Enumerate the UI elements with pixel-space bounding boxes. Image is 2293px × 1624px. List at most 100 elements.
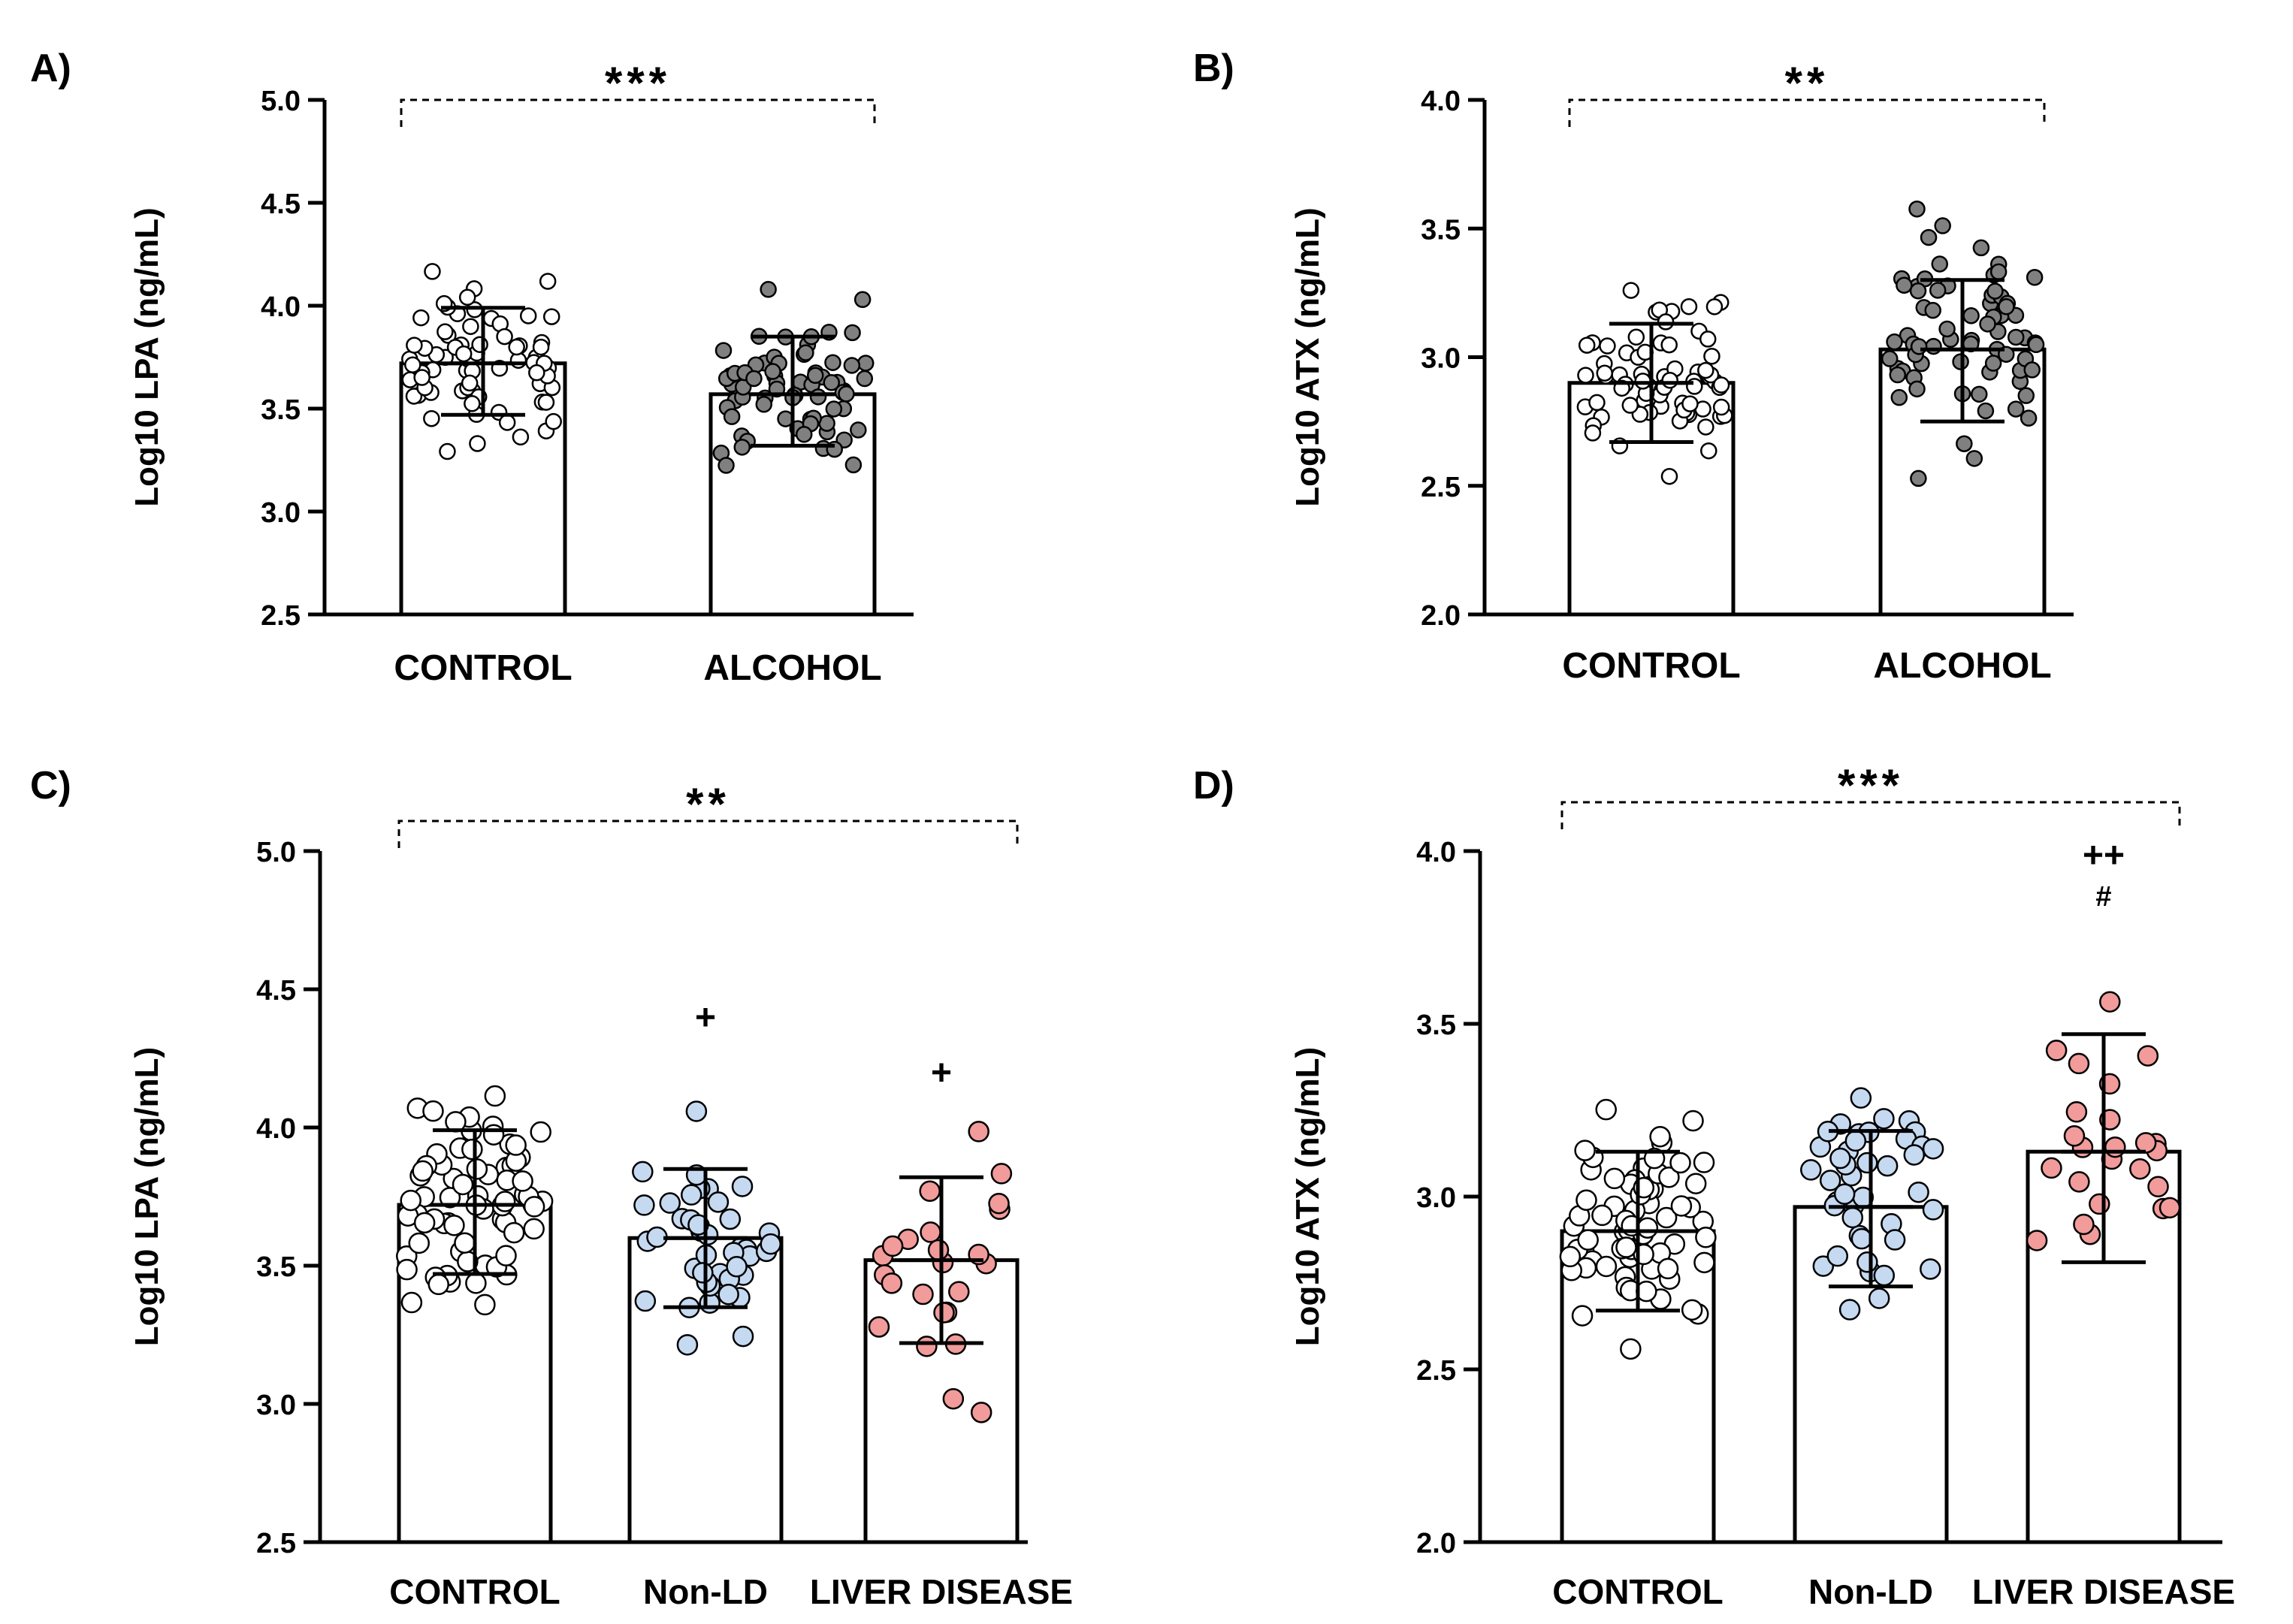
data-point — [1838, 1299, 1861, 1321]
data-point — [519, 307, 537, 324]
data-point — [1682, 1109, 1704, 1132]
data-point — [461, 1138, 483, 1161]
data-point — [1925, 337, 1942, 355]
data-point — [1627, 328, 1645, 346]
data-point — [1812, 1255, 1835, 1277]
data-points-non-ld — [632, 1100, 782, 1356]
data-point — [1841, 1206, 1864, 1229]
y-axis-label: Log10 LPA (ng/mL) — [128, 1047, 165, 1346]
data-point — [745, 370, 763, 388]
data-point — [843, 357, 861, 374]
data-point — [853, 291, 872, 309]
data-point — [412, 1160, 434, 1182]
y-tick-label: 3.0 — [256, 1390, 296, 1421]
data-point — [1693, 1251, 1715, 1274]
data-point — [1850, 1227, 1873, 1250]
data-point — [412, 309, 430, 327]
data-point — [881, 1272, 903, 1294]
data-point — [2020, 409, 2038, 427]
data-point — [1938, 320, 1956, 338]
data-point — [1922, 1199, 1944, 1221]
data-point — [1962, 307, 1980, 324]
data-point — [408, 1232, 430, 1254]
data-point — [423, 409, 440, 427]
data-point — [462, 318, 479, 335]
data-point — [508, 338, 525, 356]
y-tick-label: 4.0 — [261, 291, 301, 323]
panel-a: A) 2.5 3.0 3.5 4.0 4.5 5.0 Log10 LPA (ng/mL) CON… — [30, 47, 914, 688]
data-point — [632, 1161, 654, 1183]
data-point — [422, 1100, 444, 1122]
data-point — [723, 408, 741, 425]
data-point — [680, 1184, 702, 1206]
data-point — [764, 363, 781, 380]
data-point — [471, 336, 488, 353]
y-tick-label: 4.0 — [1416, 837, 1456, 868]
data-point — [1575, 1189, 1597, 1211]
data-point — [1965, 450, 1983, 467]
data-point — [1856, 1251, 1878, 1273]
data-point — [1588, 394, 1606, 412]
data-point — [856, 355, 875, 372]
data-point — [760, 1233, 782, 1255]
data-point — [512, 428, 530, 446]
data-point — [1599, 337, 1616, 355]
data-point — [1595, 1098, 1617, 1121]
data-point — [797, 344, 814, 361]
data-point — [1924, 301, 1941, 319]
data-point — [1684, 1173, 1707, 1194]
data-point — [1920, 228, 1938, 246]
y-tick-label: 2.5 — [261, 600, 301, 632]
data-point — [850, 421, 867, 439]
data-point — [1889, 366, 1906, 384]
data-point — [1649, 1125, 1671, 1148]
data-point — [2134, 1132, 2157, 1154]
data-point — [732, 1325, 754, 1348]
significance-mark: ++ — [2083, 835, 2125, 875]
data-point — [413, 1212, 436, 1234]
significance-bracket — [397, 820, 1019, 848]
data-point — [1615, 1236, 1637, 1258]
data-point — [927, 1239, 950, 1261]
data-point — [1890, 388, 1908, 406]
data-point — [523, 1218, 545, 1240]
data-point — [2099, 991, 2121, 1013]
data-point — [1620, 1338, 1642, 1360]
data-point — [1850, 1087, 1872, 1109]
panel-d: D) 2.0 2.5 3.0 3.5 4.0 Log10 ATX (ng/mL) CONTRO… — [1193, 760, 2235, 1611]
data-point — [464, 395, 481, 412]
data-point — [2007, 328, 2025, 346]
y-tick-label: 3.5 — [256, 1251, 296, 1283]
data-point — [404, 356, 421, 373]
data-point — [856, 370, 874, 388]
data-point — [2063, 1125, 2086, 1147]
data-point — [498, 414, 516, 431]
data-point — [990, 1163, 1013, 1185]
y-tick-label: 3.0 — [261, 497, 301, 529]
data-point — [1833, 1183, 1856, 1205]
data-point — [1903, 1144, 1926, 1166]
data-point — [2023, 361, 2041, 379]
data-point — [1908, 201, 1926, 218]
panel-c: C) 2.5 3.0 3.5 4.0 4.5 5.0 Log10 LPA (ng/mL) CON… — [30, 764, 1073, 1611]
x-tick-label: LIVER DISEASE — [810, 1572, 1073, 1611]
data-point — [455, 345, 473, 363]
data-point — [968, 1121, 989, 1143]
data-points-control — [1576, 282, 1733, 485]
data-point — [2041, 1157, 2062, 1179]
data-point — [469, 435, 486, 452]
x-tick-label: Non-LD — [1808, 1572, 1933, 1611]
data-point — [1621, 397, 1639, 414]
data-point — [714, 342, 733, 359]
x-tick-label: ALCOHOL — [703, 648, 881, 688]
data-point — [503, 1221, 525, 1244]
data-point — [823, 374, 840, 391]
data-point — [1681, 395, 1699, 412]
data-point — [2007, 400, 2025, 418]
data-point — [733, 439, 751, 456]
data-point — [1896, 276, 1913, 294]
data-point — [1584, 424, 1602, 442]
data-point — [1929, 282, 1947, 299]
x-tick-label: ALCOHOL — [1873, 646, 2051, 686]
